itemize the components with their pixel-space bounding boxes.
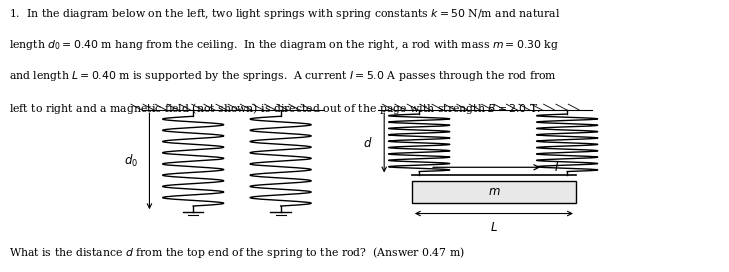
Text: $m$: $m$ (488, 185, 500, 198)
Text: What is the distance $d$ from the top end of the spring to the rod?  (Answer 0.4: What is the distance $d$ from the top en… (9, 245, 464, 260)
Bar (412, 181, 576, 203)
Text: $d_0$: $d_0$ (124, 153, 139, 169)
Text: 1.  In the diagram below on the left, two light springs with spring constants $k: 1. In the diagram below on the left, two… (9, 7, 560, 21)
Text: left to right and a magnetic field (not shown) is directed out of the page with : left to right and a magnetic field (not … (9, 101, 540, 116)
Text: $L$: $L$ (490, 221, 498, 234)
Text: $d$: $d$ (363, 136, 373, 150)
Text: and length $L = 0.40$ m is supported by the springs.  A current $I = 5.0$ A pass: and length $L = 0.40$ m is supported by … (9, 69, 557, 83)
Text: $I$: $I$ (554, 161, 559, 174)
Text: length $d_0 = 0.40$ m hang from the ceiling.  In the diagram on the right, a rod: length $d_0 = 0.40$ m hang from the ceil… (9, 38, 558, 52)
